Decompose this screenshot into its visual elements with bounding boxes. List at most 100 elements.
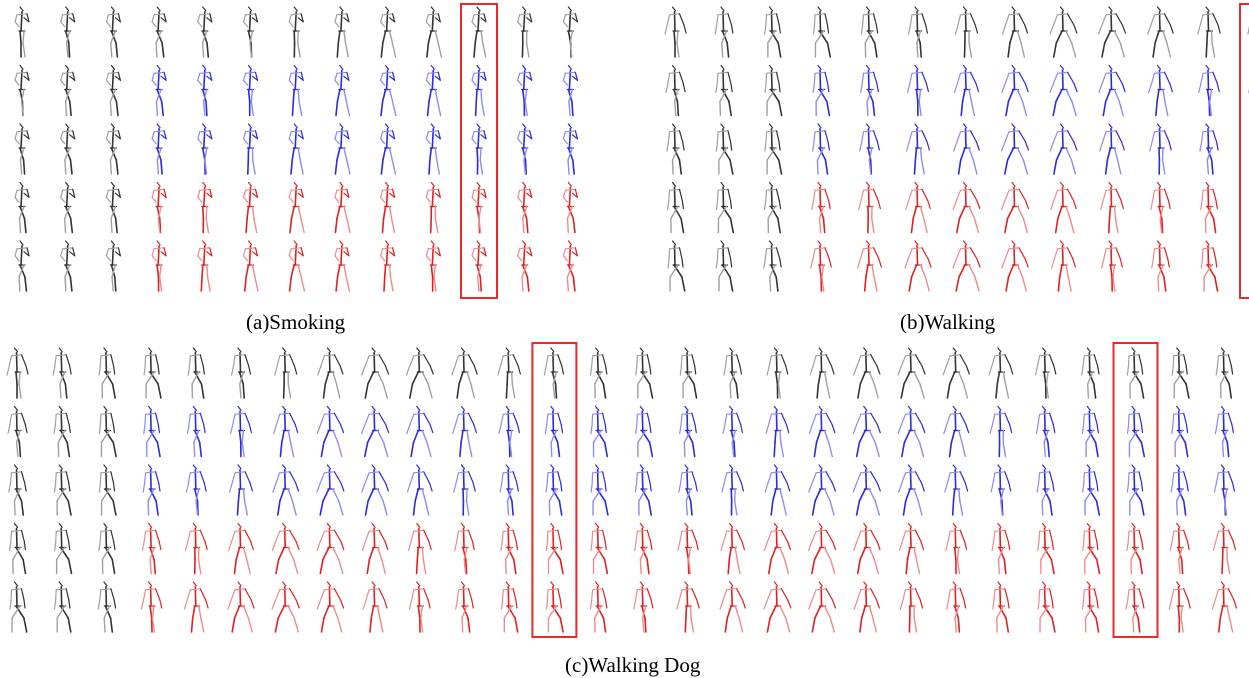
- skeleton-leg: [868, 147, 873, 161]
- skeleton-shoulders: [668, 130, 681, 133]
- skeleton-spine: [568, 186, 572, 208]
- skeleton-leg: [1226, 558, 1231, 575]
- skeleton-shoulders: [904, 588, 917, 591]
- skeleton-arm: [775, 130, 780, 143]
- skeleton-leg: [782, 500, 787, 516]
- skeleton-arm: [562, 189, 567, 198]
- skeleton-figure: [151, 123, 167, 175]
- skeleton-shoulders: [814, 13, 826, 16]
- skeleton-arm: [590, 483, 593, 493]
- skeleton-leg: [779, 605, 787, 619]
- skeleton-head: [1205, 6, 1210, 12]
- skeleton-arm: [1227, 354, 1233, 367]
- skeleton-leg: [479, 147, 482, 161]
- skeleton-arm: [320, 355, 325, 368]
- skeleton-leg: [968, 264, 976, 278]
- skeleton-arm: [1201, 189, 1204, 203]
- skeleton-shoulders: [860, 354, 872, 357]
- skeleton-spine: [105, 351, 108, 373]
- skeleton-arm: [811, 413, 817, 427]
- skeleton-arm: [69, 192, 76, 198]
- skeleton-head: [1131, 347, 1136, 353]
- skeleton-head: [720, 240, 725, 246]
- skeleton-arm: [927, 258, 932, 268]
- skeleton-leg: [1005, 276, 1010, 292]
- skeleton-shoulders: [279, 412, 291, 415]
- skeleton-leg: [815, 429, 822, 444]
- skeleton-arm: [23, 251, 30, 257]
- skeleton-arm: [683, 24, 687, 34]
- skeleton-figure: [906, 64, 930, 117]
- skeleton-arm: [1215, 366, 1219, 376]
- skeleton-figure: [809, 347, 835, 399]
- skeleton-arm: [906, 83, 911, 94]
- skeleton-shoulders: [1038, 588, 1051, 591]
- skeleton-head: [505, 464, 510, 470]
- skeleton-arm: [1037, 600, 1040, 610]
- skeleton-leg: [289, 441, 295, 458]
- skeleton-leg: [1052, 100, 1057, 117]
- skeleton-head: [773, 581, 779, 587]
- skeleton-head: [416, 581, 421, 587]
- skeleton-arm: [604, 423, 607, 434]
- skeleton-leg: [920, 159, 925, 175]
- skeleton-figure: [1036, 464, 1055, 516]
- skeleton-spine: [20, 128, 23, 149]
- skeleton-spine: [770, 186, 773, 208]
- skeleton-leg: [110, 205, 117, 220]
- skeleton-arm: [827, 82, 830, 93]
- skeleton-head: [1176, 347, 1181, 353]
- skeleton-arm: [740, 423, 744, 434]
- skeleton-arm: [682, 82, 686, 93]
- skeleton-leg: [290, 205, 296, 220]
- skeleton-leg: [648, 383, 654, 399]
- skeleton-head: [371, 581, 376, 587]
- skeleton-figure: [274, 347, 298, 399]
- skeleton-leg: [1140, 500, 1145, 516]
- skeleton-arm: [635, 472, 638, 485]
- skeleton-head: [639, 405, 644, 411]
- skeleton-arm: [112, 482, 116, 492]
- skeleton-leg: [379, 617, 384, 633]
- skeleton-spine: [954, 468, 957, 490]
- skeleton-spine: [203, 69, 206, 91]
- skeleton-spine: [477, 186, 480, 208]
- skeleton-shoulders: [1105, 13, 1117, 16]
- skeleton-arm: [143, 530, 147, 544]
- skeleton-spine: [65, 128, 69, 149]
- skeleton-arm: [423, 529, 430, 543]
- skeleton-spine: [552, 585, 555, 607]
- skeleton-head: [914, 6, 919, 12]
- skeleton-arm: [872, 188, 879, 202]
- skeleton-spine: [1088, 585, 1091, 607]
- skeleton-shoulders: [473, 13, 485, 16]
- skeleton-shoulders: [1083, 354, 1095, 357]
- skeleton-leg: [867, 88, 874, 103]
- skeleton-figure: [187, 347, 205, 399]
- skeleton-arm: [113, 540, 116, 551]
- skeleton-leg: [689, 500, 693, 516]
- skeleton-arm: [209, 247, 213, 257]
- skeleton-leg: [300, 217, 305, 234]
- skeleton-head: [282, 347, 287, 353]
- skeleton-head: [1176, 522, 1181, 528]
- skeleton-arm: [739, 365, 743, 375]
- skeleton-spine: [1013, 186, 1016, 208]
- skeleton-leg: [859, 617, 863, 633]
- skeleton-leg: [427, 30, 433, 44]
- skeleton-arm: [105, 189, 110, 198]
- skeleton-leg: [685, 488, 692, 502]
- skeleton-head: [293, 240, 298, 246]
- skeleton-arm: [1096, 482, 1099, 492]
- skeleton-arm: [914, 529, 922, 543]
- skeleton-spine: [1110, 128, 1113, 149]
- skeleton-head: [997, 464, 1002, 470]
- skeleton-arm: [1001, 25, 1006, 35]
- skeleton-leg: [64, 276, 67, 292]
- skeleton-leg: [391, 42, 397, 58]
- skeleton-spine: [596, 468, 599, 490]
- skeleton-head: [110, 181, 116, 187]
- skeleton-figure: [899, 581, 924, 633]
- skeleton-figure: [517, 123, 533, 175]
- skeleton-leg: [201, 30, 208, 44]
